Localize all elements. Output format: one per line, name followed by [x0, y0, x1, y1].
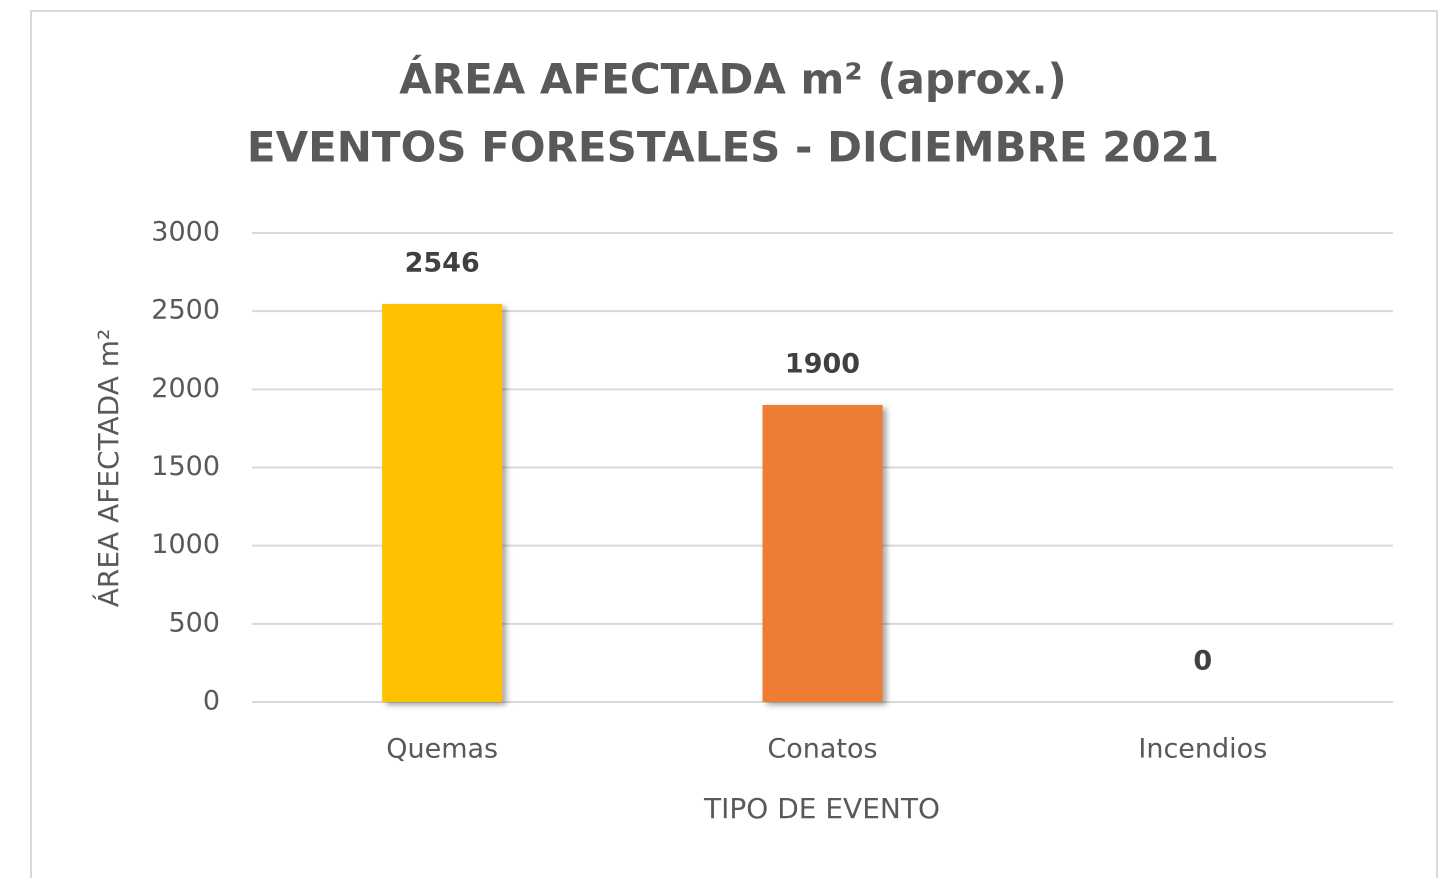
- chart-title: ÁREA AFECTADA m² (aprox.): [399, 54, 1066, 104]
- y-tick-label: 1000: [151, 529, 220, 560]
- chart-title: EVENTOS FORESTALES - DICIEMBRE 2021: [247, 123, 1219, 172]
- x-tick-label: Conatos: [767, 734, 877, 765]
- y-tick-label: 3000: [151, 217, 220, 248]
- x-axis-title: TIPO DE EVENTO: [703, 792, 940, 825]
- data-label: 2546: [405, 247, 480, 278]
- data-label: 1900: [785, 348, 860, 379]
- y-tick-label: 0: [203, 686, 220, 717]
- y-tick-label: 500: [168, 607, 220, 638]
- y-tick-label: 2500: [151, 295, 220, 326]
- y-tick-label: 2000: [151, 373, 220, 404]
- y-axis-title: ÁREA AFECTADA m²: [91, 329, 125, 608]
- data-label: 0: [1193, 646, 1212, 677]
- bar: [382, 303, 503, 702]
- x-tick-label: Incendios: [1138, 734, 1267, 765]
- x-tick-label: Quemas: [386, 734, 498, 765]
- y-tick-label: 1500: [151, 451, 220, 482]
- chart-frame: [30, 10, 1438, 878]
- bar: [762, 404, 883, 702]
